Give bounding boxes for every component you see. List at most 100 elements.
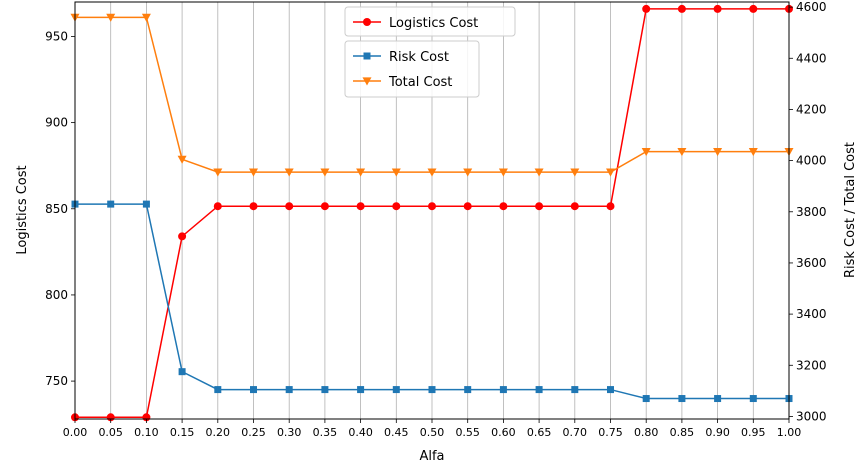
logistics-cost-point xyxy=(392,202,401,211)
right-y-tick-label: 3800 xyxy=(796,205,827,219)
risk-cost-point xyxy=(678,395,686,403)
x-tick-label: 1.00 xyxy=(777,426,802,439)
right-y-tick-label: 3200 xyxy=(796,358,827,372)
right-y-tick-label: 3600 xyxy=(796,256,827,270)
x-tick-label: 0.20 xyxy=(206,426,231,439)
risk-cost-point xyxy=(749,395,757,403)
legend-1: Logistics Cost xyxy=(344,6,516,37)
x-axis: 0.00 0.05 0.10 0.15 0.20 0.25 0.30 0.35 0.40 0.45… xyxy=(63,419,802,439)
right-y-tick-label: 4400 xyxy=(796,51,827,65)
risk-cost-point xyxy=(499,386,507,394)
x-tick-label: 0.10 xyxy=(134,426,159,439)
risk-cost-point xyxy=(321,386,329,394)
legend-entry-total-cost: Total Cost xyxy=(388,75,452,90)
logistics-cost-point xyxy=(178,232,187,241)
logistics-cost-point xyxy=(606,202,615,211)
x-tick-label: 0.15 xyxy=(170,426,195,439)
risk-cost-point xyxy=(642,395,650,403)
risk-cost-point xyxy=(107,200,115,208)
x-tick-label: 0.85 xyxy=(670,426,695,439)
logistics-cost-point xyxy=(570,202,579,211)
right-y-tick-label: 4200 xyxy=(796,102,827,116)
x-tick-label: 0.60 xyxy=(491,426,516,439)
legends: Logistics Cost Risk Cost Total Cost xyxy=(344,6,516,98)
logistics-cost-point xyxy=(677,4,686,13)
risk-cost-point xyxy=(214,386,222,394)
risk-cost-point xyxy=(607,386,614,394)
risk-cost-point xyxy=(464,386,472,394)
logistics-cost-point xyxy=(428,202,436,211)
logistics-cost-point xyxy=(642,4,651,13)
legend-frame xyxy=(344,6,516,37)
total-cost-point xyxy=(213,168,223,177)
legend-2: Risk Cost Total Cost xyxy=(344,40,480,98)
x-tick-label: 0.80 xyxy=(634,426,659,439)
total-cost-point xyxy=(320,168,330,177)
logistics-cost-point xyxy=(249,202,258,211)
total-cost-point xyxy=(570,168,580,177)
logistics-cost-point xyxy=(499,202,508,211)
total-cost-point xyxy=(677,148,687,157)
total-cost-point xyxy=(641,148,651,157)
total-cost-point xyxy=(177,155,187,164)
total-cost-point xyxy=(606,168,615,177)
logistics-cost-point xyxy=(749,4,758,13)
x-tick-label: 0.00 xyxy=(63,426,88,439)
right-y-axis: 3000 3200 3400 3600 3800 4000 4200 4400 4600 xyxy=(789,0,827,423)
x-tick-label: 0.65 xyxy=(527,426,552,439)
total-cost-point xyxy=(141,13,151,22)
risk-cost-point xyxy=(178,368,186,376)
legend-frame xyxy=(344,40,480,98)
logistics-cost-point xyxy=(213,202,222,211)
left-y-tick-label: 750 xyxy=(45,374,68,388)
left-y-axis: 750 800 850 900 950 xyxy=(45,29,75,388)
x-tick-label: 0.45 xyxy=(384,426,409,439)
logistics-cost-point xyxy=(285,202,294,211)
logistics-cost-point xyxy=(356,202,365,211)
right-y-tick-label: 4000 xyxy=(796,154,827,168)
left-y-tick-label: 800 xyxy=(45,288,68,302)
risk-cost-point xyxy=(392,386,400,394)
total-cost-point xyxy=(463,168,473,177)
legend-marker-risk-cost xyxy=(363,52,371,60)
left-y-tick-label: 900 xyxy=(45,116,68,130)
logistics-cost-point xyxy=(320,202,329,211)
left-y-tick-label: 950 xyxy=(45,29,68,43)
x-tick-label: 0.95 xyxy=(741,426,766,439)
right-y-tick-label: 3000 xyxy=(796,409,827,423)
total-cost-series xyxy=(70,13,794,177)
x-tick-label: 0.55 xyxy=(455,426,480,439)
total-cost-point xyxy=(498,168,508,177)
left-y-tick-label: 850 xyxy=(45,202,68,216)
total-cost-point xyxy=(713,148,723,157)
x-tick-label: 0.05 xyxy=(98,426,123,439)
logistics-cost-series xyxy=(71,4,793,422)
x-tick-label: 0.25 xyxy=(241,426,266,439)
risk-cost-point xyxy=(142,200,150,208)
logistics-cost-point xyxy=(535,202,544,211)
risk-cost-point xyxy=(571,386,579,394)
legend-marker-logistics-cost xyxy=(363,18,371,26)
total-cost-point xyxy=(534,168,544,177)
x-tick-label: 0.90 xyxy=(705,426,730,439)
total-cost-point xyxy=(249,168,258,177)
series-layer xyxy=(70,4,794,422)
total-cost-point xyxy=(427,168,437,177)
risk-cost-point xyxy=(357,386,365,394)
right-y-axis-label: Risk Cost / Total Cost xyxy=(843,142,857,278)
total-cost-point xyxy=(356,168,366,177)
x-tick-label: 0.40 xyxy=(348,426,373,439)
total-cost-point xyxy=(106,13,116,22)
legend-marker-total-cost xyxy=(362,77,372,86)
x-tick-label: 0.30 xyxy=(277,426,302,439)
x-tick-label: 0.70 xyxy=(563,426,588,439)
risk-cost-point xyxy=(250,386,257,394)
risk-cost-point xyxy=(285,386,293,394)
right-y-tick-label: 3400 xyxy=(796,307,827,321)
risk-cost-point xyxy=(535,386,543,394)
right-y-tick-label: 4600 xyxy=(796,0,827,14)
x-tick-label: 0.50 xyxy=(420,426,445,439)
logistics-cost-point xyxy=(463,202,472,211)
legend-entry-risk-cost: Risk Cost xyxy=(389,50,449,65)
